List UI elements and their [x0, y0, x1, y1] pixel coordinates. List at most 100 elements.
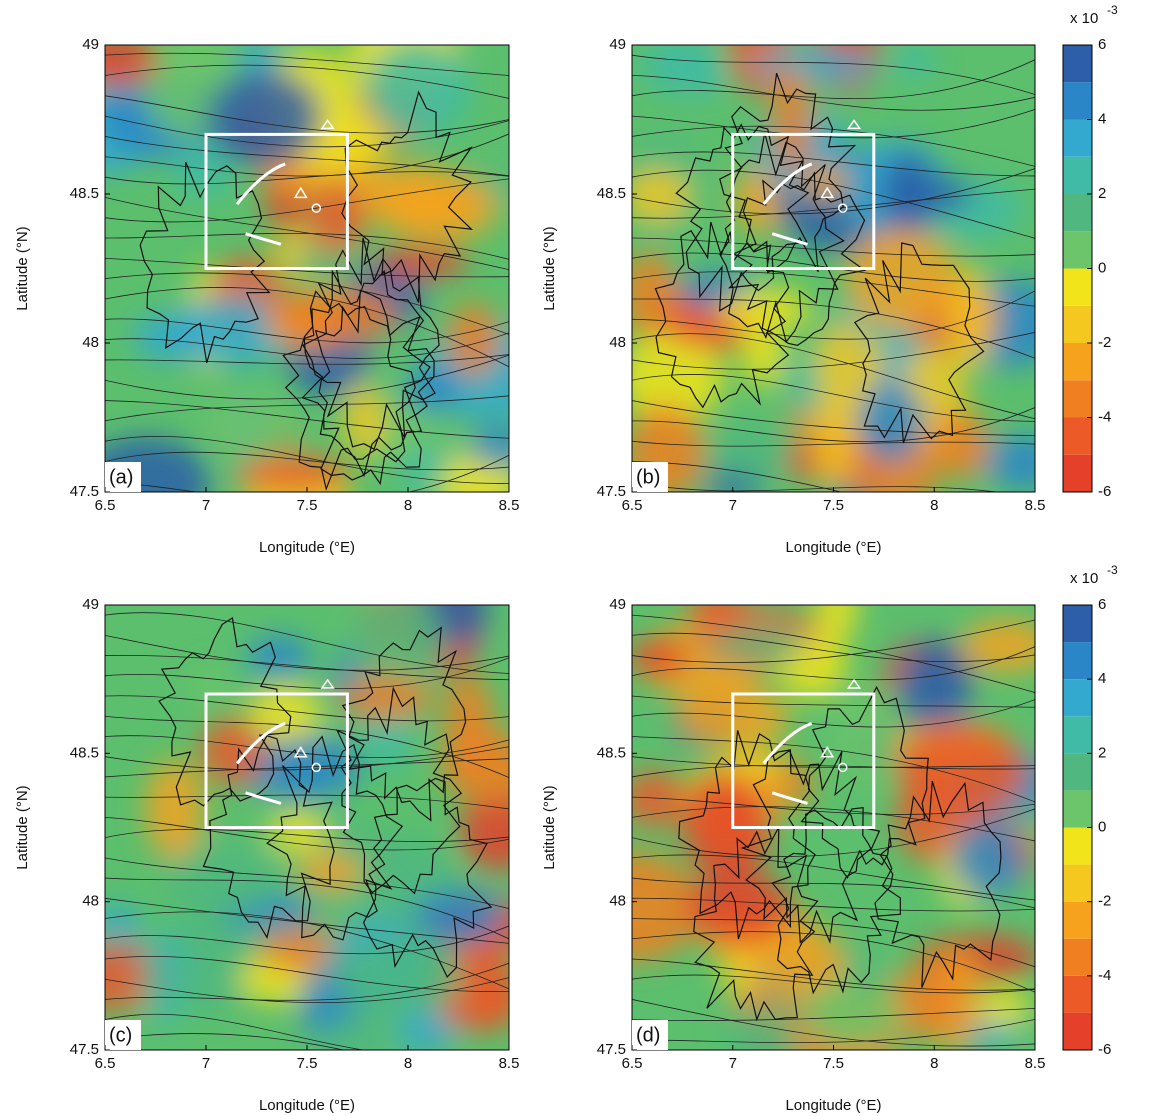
colorbar-band: [1063, 827, 1092, 865]
streamline: [105, 95, 509, 134]
field-blob: [235, 456, 351, 492]
streamline: [632, 897, 1035, 912]
field-blob: [459, 790, 509, 871]
field-blob: [752, 47, 879, 84]
field-blob: [896, 725, 1027, 817]
x-tick-label: 6.5: [95, 497, 116, 514]
colorbar-band: [1063, 343, 1092, 381]
y-tick-label: 48: [82, 893, 99, 910]
x-tick-label: 7.5: [823, 497, 844, 514]
field-blob: [404, 366, 459, 414]
colorbar-band: [1063, 753, 1092, 791]
panel: (a) 6.5 7 7.5 8 8.5 47.5 48 48.5 49 Longitude (°E)…: [14, 36, 519, 556]
field-blob: [686, 870, 793, 944]
colorbar-band: [1063, 231, 1092, 269]
y-tick-label: 49: [82, 596, 99, 613]
streamline: [105, 1013, 366, 1050]
field-blob: [349, 605, 444, 694]
colorbar-exponent: -3: [1107, 3, 1118, 17]
colorbar-tick-label: 2: [1098, 185, 1106, 202]
streamline: [105, 857, 509, 909]
site-triangle: [320, 678, 335, 689]
streamline: [632, 298, 1035, 359]
streamline: [632, 999, 1035, 1047]
y-axis-label: Latitude (°N): [14, 785, 31, 869]
analysis-box: [731, 692, 876, 829]
streamline: [632, 481, 1001, 492]
terrain-contour: [719, 72, 857, 274]
streamline: [632, 796, 1035, 815]
x-tick-label: 7.5: [297, 497, 318, 514]
y-tick-label: 47.5: [70, 1041, 99, 1058]
y-tick-label: 49: [609, 596, 626, 613]
streamline: [632, 54, 1035, 95]
streamline: [105, 1033, 346, 1050]
y-tick-label: 48.5: [597, 744, 626, 761]
field-blob: [886, 966, 961, 1038]
field-blob: [632, 331, 725, 424]
terrain-contour: [341, 626, 467, 822]
panel-label: (c): [109, 1024, 132, 1046]
streamline: [632, 877, 1035, 909]
site-circle: [838, 762, 848, 773]
streamline: [105, 332, 509, 359]
panel: (b) 6.5 7 7.5 8 8.5 47.5 48 48.5 49 Longitude (°E)…: [541, 3, 1118, 556]
colorbar-band: [1063, 268, 1092, 306]
field-blob: [189, 667, 238, 705]
streamline: [105, 136, 509, 177]
field-blob: [811, 390, 860, 490]
field-blob: [145, 759, 204, 860]
streamline: [105, 395, 509, 422]
field-blob: [799, 164, 850, 200]
streamline: [632, 1019, 1035, 1044]
streamline: [105, 634, 509, 671]
site-circle: [311, 203, 322, 213]
field: [632, 45, 1035, 492]
panel-label: (d): [636, 1024, 660, 1046]
field-blob: [707, 626, 809, 662]
panel: (c) 6.5 7 7.5 8 8.5 47.5 48 48.5 49 Longitude (°E)…: [14, 596, 519, 1114]
streamline: [105, 454, 509, 492]
analysis-box: [204, 692, 349, 829]
x-tick-label: 7: [729, 497, 737, 514]
colorbar-band: [1063, 605, 1092, 643]
colorbar-band: [1063, 194, 1092, 232]
streamline: [632, 918, 1035, 968]
panel-label-bg: [632, 1020, 668, 1050]
streamline: [105, 196, 509, 271]
ridge-line: [762, 721, 813, 765]
field-blob: [320, 1016, 393, 1050]
y-tick-label: 47.5: [597, 1041, 626, 1058]
streamline: [105, 115, 509, 148]
streamline: [105, 911, 509, 990]
field-blob: [946, 265, 994, 371]
colorbar-band: [1063, 938, 1092, 976]
colorbar-band: [1063, 417, 1092, 455]
streamline: [632, 736, 1035, 803]
streamline: [632, 374, 1035, 422]
site-triangle: [820, 745, 835, 758]
field-blob: [105, 904, 141, 940]
site-triangle: [293, 745, 308, 758]
field-blob: [893, 177, 974, 213]
colorbar-band: [1063, 45, 1092, 83]
field: [105, 45, 509, 492]
panel-label-bg: [105, 462, 141, 492]
field-blob: [200, 717, 266, 786]
streamline: [105, 877, 509, 940]
ridge-line: [245, 232, 282, 246]
field-blob: [373, 246, 470, 278]
panel: (d) 6.5 7 7.5 8 8.5 47.5 48 48.5 49 Longitude (°E)…: [541, 563, 1118, 1114]
field-blob: [447, 302, 500, 377]
streamline: [632, 461, 843, 492]
y-tick-label: 48.5: [70, 744, 99, 761]
streamline: [105, 232, 509, 260]
site-triangle: [293, 186, 308, 199]
colorbar-band: [1063, 454, 1092, 492]
field-blob: [632, 251, 677, 339]
field-blob: [467, 424, 509, 469]
colorbar-band: [1063, 1012, 1092, 1050]
field-blob: [816, 605, 858, 644]
colorbar-band: [1063, 716, 1092, 754]
colorbar-exponent: -3: [1107, 563, 1118, 577]
